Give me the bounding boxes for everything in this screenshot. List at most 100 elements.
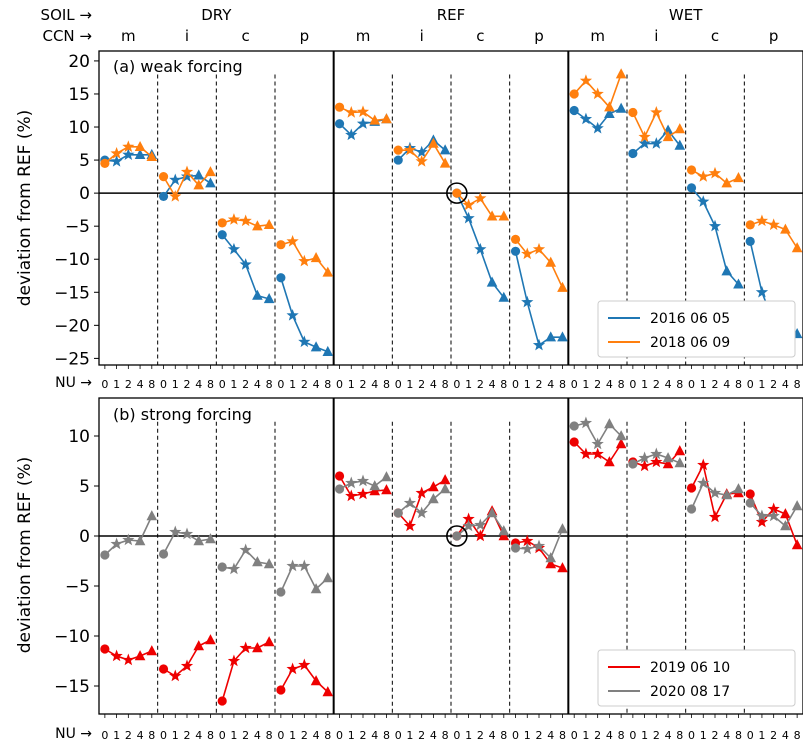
data-point <box>356 474 370 487</box>
nu-tick-label: 2 <box>125 378 132 391</box>
panel-b-x-axis <box>104 714 798 718</box>
data-point <box>158 172 169 182</box>
data-point <box>100 158 110 168</box>
data-point <box>122 653 135 666</box>
nu-tick-label: 2 <box>770 729 777 742</box>
data-point <box>369 114 381 125</box>
legend-label: 2018 06 09 <box>650 335 730 351</box>
data-point <box>462 512 475 525</box>
nu-tick-label: 1 <box>641 729 648 742</box>
data-point <box>532 242 546 255</box>
nu-tick-label: 2 <box>301 729 308 742</box>
y-tick-label: 5 <box>79 477 90 497</box>
data-point <box>579 416 593 429</box>
ccn-group-label: m <box>356 27 371 45</box>
data-point <box>146 510 158 521</box>
data-point <box>733 172 744 183</box>
nu-tick-label: 0 <box>512 378 519 391</box>
data-point <box>674 123 686 134</box>
data-point <box>298 658 311 671</box>
data-point <box>498 291 510 302</box>
data-point <box>462 211 475 224</box>
nu-tick-label: 2 <box>184 729 191 742</box>
nu-tick-label: 4 <box>606 378 613 391</box>
data-point <box>510 543 521 553</box>
data-point <box>486 507 498 518</box>
data-point <box>158 549 169 559</box>
data-point <box>393 145 403 155</box>
data-point <box>521 247 534 260</box>
y-tick-label: 0 <box>79 184 90 204</box>
data-point <box>674 139 686 150</box>
nu-tick-label: 0 <box>688 378 695 391</box>
data-point <box>474 518 487 531</box>
nu-tick-label: 2 <box>712 729 719 742</box>
nu-tick-label: 4 <box>371 729 378 742</box>
data-point <box>591 87 604 100</box>
data-point <box>134 140 146 152</box>
data-point <box>604 418 615 429</box>
nu-tick-label: 8 <box>324 729 331 742</box>
nu-tick-label: 1 <box>113 378 120 391</box>
y-tick-label: −15 <box>54 283 90 303</box>
data-point <box>791 500 803 511</box>
data-point <box>276 685 286 695</box>
series-line <box>280 664 329 693</box>
data-point <box>428 493 439 504</box>
nu-tick-label: 1 <box>230 378 237 391</box>
nu-tick-label: 2 <box>184 378 191 391</box>
data-point <box>615 438 627 449</box>
data-point <box>415 145 428 158</box>
data-point <box>745 236 755 246</box>
data-point <box>286 308 299 321</box>
data-point <box>628 459 638 469</box>
data-point <box>604 456 615 467</box>
data-point <box>393 155 403 165</box>
data-point <box>110 154 123 167</box>
data-point <box>193 535 205 546</box>
nu-tick-label: 8 <box>500 729 507 742</box>
data-point <box>662 131 674 142</box>
nu-tick-label: 2 <box>653 378 660 391</box>
data-point <box>638 137 651 149</box>
panel-a-title: (a) weak forcing <box>113 57 243 76</box>
nu-tick-label: 2 <box>418 378 425 391</box>
nu-tick-label: 8 <box>794 378 801 391</box>
nu-tick-label: 8 <box>794 729 801 742</box>
panel-b-legend: 2019 06 10 2020 08 17 <box>597 649 796 707</box>
data-point <box>650 455 663 468</box>
data-point <box>662 452 674 463</box>
data-point <box>428 481 439 492</box>
y-tick-label: −20 <box>54 316 90 336</box>
nu-tick-label: 4 <box>254 729 261 742</box>
nu-tick-label: 4 <box>782 729 789 742</box>
nu-header-label-a: NU → <box>55 375 92 391</box>
panel-a-x-axis <box>104 365 798 369</box>
nu-tick-label: 4 <box>313 729 320 742</box>
data-point <box>545 552 557 563</box>
nu-tick-label: 4 <box>547 378 554 391</box>
nu-tick-label: 0 <box>571 729 578 742</box>
panel-a-legend: 2016 06 05 2018 06 09 <box>597 300 796 358</box>
data-point <box>227 654 241 667</box>
data-point <box>650 137 663 149</box>
data-point <box>122 140 135 153</box>
nu-tick-label: 0 <box>277 378 284 391</box>
nu-tick-label: 0 <box>453 729 460 742</box>
data-point <box>755 515 769 528</box>
data-point <box>381 471 392 482</box>
nu-tick-label: 0 <box>629 378 636 391</box>
data-point <box>122 533 135 546</box>
nu-tick-label: 4 <box>313 378 320 391</box>
data-point <box>134 148 146 159</box>
data-point <box>356 487 370 500</box>
y-tick-label: 10 <box>68 118 90 138</box>
panel-a-frame <box>98 50 803 366</box>
data-point <box>721 265 733 276</box>
nu-tick-label: 2 <box>301 378 308 391</box>
nu-tick-label: 8 <box>442 729 449 742</box>
legend-label: 2020 08 17 <box>650 684 730 700</box>
data-point <box>474 242 487 255</box>
